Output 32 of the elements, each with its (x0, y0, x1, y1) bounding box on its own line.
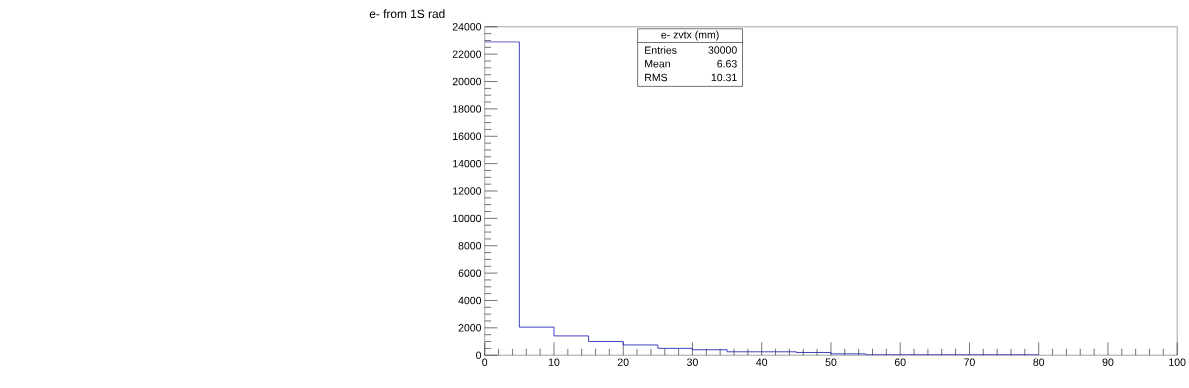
x-tick-label: 40 (756, 358, 768, 366)
x-tick-label: 60 (894, 358, 906, 366)
x-tick-label: 50 (825, 358, 837, 366)
x-tick-label: 10 (548, 358, 560, 366)
annotation: 30000 (708, 46, 737, 54)
x-tick-label: 100 (1169, 358, 1186, 366)
y-tick-label: 12000 (453, 187, 482, 195)
x-tick-label: 20 (617, 358, 629, 366)
chart-title: e- from 1S rad (369, 9, 445, 19)
y-tick-label: 16000 (453, 132, 482, 140)
y-tick-label: 18000 (453, 105, 482, 113)
y-tick-label: 14000 (453, 159, 482, 168)
annotation: 10.31 (711, 73, 737, 82)
y-tick-label: 2000 (458, 324, 482, 332)
annotation: 6.63 (717, 60, 737, 68)
annotation: e- zvtx (mm) (661, 30, 719, 41)
y-tick-label: 4000 (458, 296, 482, 305)
x-tick-label: 90 (1102, 358, 1114, 366)
y-tick-label: 22000 (452, 50, 482, 58)
annotation: Mean (645, 60, 670, 68)
x-tick-label: 30 (687, 358, 698, 366)
annotation: Entries (645, 46, 677, 54)
x-tick-label: 80 (1033, 358, 1045, 366)
y-tick-label: 20000 (452, 77, 482, 86)
x-tick-label: 0 (482, 358, 488, 366)
annotation: RMS (645, 73, 668, 82)
y-tick-label: 24000 (452, 23, 482, 31)
x-tick-label: 70 (964, 358, 975, 366)
y-tick-label: 10000 (453, 214, 482, 223)
y-tick-label: 6000 (458, 269, 482, 277)
y-tick-label: 0 (476, 351, 482, 359)
y-tick-label: 8000 (458, 242, 482, 250)
